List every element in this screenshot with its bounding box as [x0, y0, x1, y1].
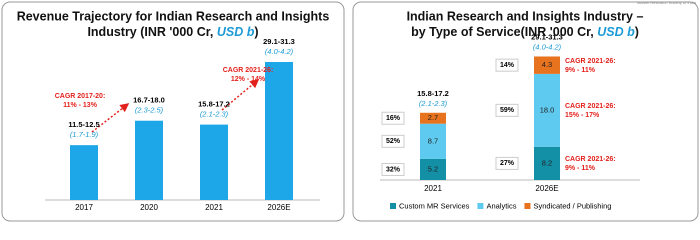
- bar: [200, 124, 228, 200]
- usd-label: (2.1-2.3): [200, 110, 229, 119]
- share-box: [495, 58, 519, 72]
- bar-segment: [420, 123, 446, 159]
- annotation: 9% - 11%: [565, 165, 596, 172]
- share-label: 16%: [386, 115, 401, 122]
- left-panel: [1, 1, 345, 222]
- chart-title: by Type of Service(INR '000 Cr, USD b): [411, 25, 639, 39]
- annotation: CAGR 2021-26:: [565, 103, 616, 110]
- total-label: 15.8-17.2: [417, 89, 449, 98]
- value-label: 11.5-12.5: [68, 120, 99, 129]
- annotation: CAGR 2021-26:: [223, 67, 274, 74]
- usd-label: (2.3-2.5): [135, 106, 164, 115]
- bar-segment: [420, 158, 446, 180]
- x-tick-label: 2026E: [267, 203, 290, 212]
- title-part: by Type of Service(INR '000 Cr,: [411, 25, 597, 39]
- x-tick-label: 2017: [75, 203, 93, 212]
- title-part: ): [254, 25, 258, 39]
- bar: [265, 61, 293, 201]
- bar-segment: [534, 56, 560, 74]
- share-label: 32%: [386, 166, 401, 173]
- annotation: 15% - 17%: [565, 112, 600, 119]
- share-label: 14%: [500, 62, 515, 69]
- title-part: ): [635, 25, 639, 39]
- legend-label: Custom MR Services: [399, 201, 470, 210]
- annotation: CAGR 2021-26:: [565, 58, 616, 65]
- legend-swatch: [477, 203, 484, 209]
- annotation: CAGR 2021-26:: [565, 156, 616, 163]
- chart-title: Revenue Trajectory for Indian Research a…: [17, 9, 330, 23]
- chart-title: Indian Research and Insights Industry –: [407, 9, 644, 23]
- x-tick-label: 2021: [424, 184, 442, 193]
- usd-label: (1.7-1.9): [70, 130, 99, 139]
- share-label: 27%: [500, 160, 515, 167]
- chart-title: Industry (INR '000 Cr, USD b): [87, 25, 258, 39]
- share-box: [381, 111, 405, 125]
- annotation: 12% - 14%: [231, 76, 266, 83]
- value-label: 8.7: [428, 136, 438, 145]
- page: Revenue Trajectory for Indian Research a…: [1, 0, 699, 222]
- title-part: Industry (INR '000 Cr,: [87, 25, 216, 39]
- bar-segment: [420, 112, 446, 124]
- legend-swatch: [524, 203, 531, 209]
- value-label: 18.0: [540, 105, 555, 114]
- bar: [135, 120, 163, 200]
- usd-label: (4.0-4.2): [265, 47, 294, 56]
- x-tick-label: 2021: [205, 203, 223, 212]
- value-label: 5.2: [428, 164, 438, 173]
- legend-label: Syndicated / Publishing: [533, 201, 611, 210]
- annotation: 9% - 11%: [565, 67, 596, 74]
- title-usd: USD b: [597, 25, 635, 39]
- share-box: [495, 103, 519, 117]
- x-tick-label: 2026E: [535, 184, 558, 193]
- bar-segment: [534, 73, 560, 147]
- bar: [70, 145, 98, 200]
- value-label: 29.1-31.3: [263, 37, 295, 46]
- share-label: 59%: [500, 107, 515, 114]
- legend-swatch: [390, 203, 396, 209]
- value-label: 8.2: [542, 158, 552, 167]
- bar-segment: [534, 146, 560, 180]
- value-label: 16.7-18.0: [133, 96, 165, 105]
- x-tick-label: 2020: [140, 203, 158, 212]
- value-label: 15.8-17.2: [198, 100, 230, 109]
- right-panel: [352, 1, 699, 222]
- annotation: CAGR 2017-20:: [55, 93, 106, 100]
- annotation: 11% - 13%: [63, 102, 98, 109]
- value-label: 2.7: [428, 113, 438, 122]
- legend-label: Analytics: [486, 201, 516, 210]
- share-box: [495, 156, 519, 170]
- source: Market Research Society of India: [637, 0, 697, 5]
- value-label: 4.3: [542, 60, 552, 69]
- share-label: 52%: [386, 138, 401, 145]
- share-box: [381, 162, 405, 176]
- total-label: 29.1-31.3: [531, 32, 563, 41]
- title-usd: USD b: [217, 25, 255, 39]
- usd-label: (2.1-2.3): [419, 99, 448, 108]
- share-box: [381, 134, 405, 148]
- usd-label: (4.0-4.2): [533, 42, 562, 51]
